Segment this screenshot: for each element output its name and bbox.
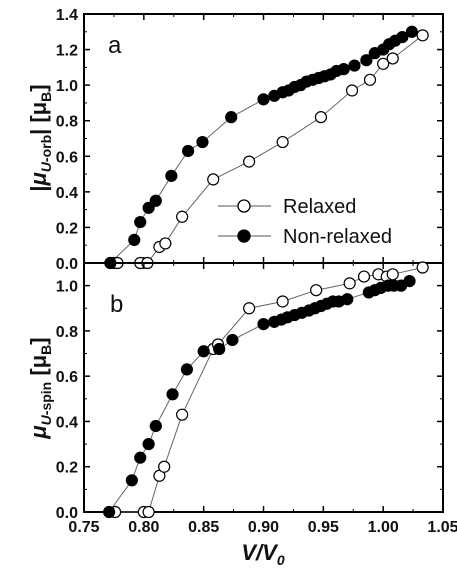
point-non-relaxed-b bbox=[149, 419, 162, 433]
point-relaxed-b bbox=[158, 460, 171, 473]
y-tick-label-a: 0.6 bbox=[56, 149, 78, 166]
point-relaxed-a bbox=[377, 57, 390, 70]
point-non-relaxed-b bbox=[257, 318, 270, 331]
y-tick-label-a: 1.2 bbox=[56, 43, 78, 60]
point-non-relaxed-a bbox=[337, 63, 350, 76]
point-relaxed-a bbox=[176, 210, 189, 223]
point-relaxed-a bbox=[243, 155, 256, 168]
ylabel-a: |μU-orb| [μB] bbox=[26, 84, 54, 191]
y-tick-label-b: 0.0 bbox=[56, 505, 78, 522]
point-non-relaxed-b bbox=[142, 437, 155, 451]
ticks-a: 0.0 0.2 0.4 0.6 0.8 1.0 1.2 1.4 bbox=[56, 7, 444, 273]
point-non-relaxed-a bbox=[360, 54, 373, 67]
xlabel: V/V0 bbox=[241, 540, 284, 568]
series-points-a bbox=[104, 25, 429, 270]
panel-letter-a: a bbox=[108, 32, 122, 59]
point-non-relaxed-b bbox=[103, 505, 116, 519]
point-relaxed-b bbox=[416, 261, 429, 274]
point-non-relaxed-a bbox=[182, 144, 195, 158]
point-non-relaxed-b bbox=[134, 451, 147, 464]
x-tick-label: 0.75 bbox=[68, 519, 99, 536]
point-relaxed-a bbox=[345, 84, 359, 97]
point-non-relaxed-a bbox=[348, 59, 361, 72]
x-tick-label: 1.05 bbox=[427, 519, 457, 536]
point-relaxed-b bbox=[276, 295, 289, 308]
point-non-relaxed-a bbox=[149, 194, 162, 207]
point-non-relaxed-b bbox=[226, 333, 239, 347]
legend: Relaxed Non-relaxed bbox=[218, 196, 392, 248]
point-relaxed-a bbox=[363, 73, 377, 86]
ticks-b: 0.0 0.2 0.4 0.6 0.8 1.0 0.75 0.80 0.85 0.90 0.95 1.… bbox=[56, 263, 457, 536]
point-relaxed-b bbox=[176, 408, 189, 421]
y-tick-label-a: 1.4 bbox=[56, 7, 78, 24]
point-non-relaxed-a bbox=[225, 111, 238, 124]
ylabel-b: μU-spin [μB] bbox=[26, 337, 54, 439]
y-tick-label-b: 0.4 bbox=[56, 414, 78, 431]
point-relaxed-b bbox=[386, 268, 399, 281]
y-tick-label-b: 0.6 bbox=[56, 369, 78, 386]
y-tick-label-a: 0.8 bbox=[56, 114, 78, 131]
point-relaxed-a bbox=[159, 237, 172, 250]
point-non-relaxed-a bbox=[134, 215, 147, 229]
point-relaxed-b bbox=[243, 302, 256, 315]
y-tick-label-b: 0.2 bbox=[56, 460, 78, 477]
point-non-relaxed-a bbox=[128, 233, 141, 246]
point-relaxed-b bbox=[343, 277, 356, 290]
point-non-relaxed-a bbox=[196, 135, 209, 149]
series-points-b bbox=[103, 261, 429, 519]
point-non-relaxed-b bbox=[180, 363, 194, 376]
point-non-relaxed-b bbox=[125, 474, 138, 487]
point-non-relaxed-b bbox=[403, 275, 416, 288]
x-tick-label: 0.90 bbox=[248, 519, 279, 536]
legend-label-relaxed: Relaxed bbox=[283, 196, 356, 218]
legend-marker-relaxed bbox=[237, 199, 251, 213]
point-relaxed-a bbox=[314, 111, 328, 124]
point-non-relaxed-b bbox=[166, 388, 179, 401]
point-non-relaxed-b bbox=[341, 293, 354, 306]
panel-letter-b: b bbox=[110, 291, 123, 318]
point-relaxed-b bbox=[142, 505, 155, 519]
point-non-relaxed-a bbox=[257, 93, 270, 106]
x-tick-label: 0.80 bbox=[128, 519, 159, 536]
point-relaxed-b bbox=[310, 284, 323, 297]
point-non-relaxed-a bbox=[405, 25, 418, 38]
y-tick-label-b: 1.0 bbox=[56, 279, 78, 296]
x-tick-label: 1.00 bbox=[368, 519, 399, 536]
point-non-relaxed-a bbox=[165, 169, 178, 182]
point-non-relaxed-b bbox=[197, 345, 210, 358]
x-tick-label: 0.95 bbox=[308, 519, 339, 536]
legend-label-nonrelaxed: Non-relaxed bbox=[283, 226, 392, 248]
y-tick-label-b: 0.8 bbox=[56, 324, 78, 341]
y-tick-label-a: 1.0 bbox=[56, 78, 78, 95]
legend-marker-nonrelaxed bbox=[237, 229, 251, 243]
panel-a: 0.0 0.2 0.4 0.6 0.8 1.0 1.2 1.4 a Relaxed Non-r… bbox=[26, 7, 444, 273]
y-tick-label-a: 0.4 bbox=[56, 185, 78, 202]
point-relaxed-a bbox=[416, 29, 429, 42]
point-relaxed-a bbox=[207, 173, 220, 186]
point-non-relaxed-b bbox=[213, 342, 226, 356]
point-relaxed-a bbox=[276, 135, 289, 149]
point-relaxed-a bbox=[386, 52, 399, 65]
panel-b: 0.0 0.2 0.4 0.6 0.8 1.0 0.75 0.80 0.85 0.90 0.95 1.… bbox=[26, 261, 457, 568]
y-tick-label-a: 0.2 bbox=[56, 220, 78, 237]
y-tick-label-a: 0.0 bbox=[56, 256, 78, 273]
point-non-relaxed-a bbox=[396, 31, 409, 44]
plot-frame-b bbox=[83, 262, 444, 513]
point-non-relaxed-a bbox=[142, 201, 155, 214]
point-relaxed-b bbox=[357, 270, 371, 283]
x-tick-label: 0.85 bbox=[188, 519, 219, 536]
